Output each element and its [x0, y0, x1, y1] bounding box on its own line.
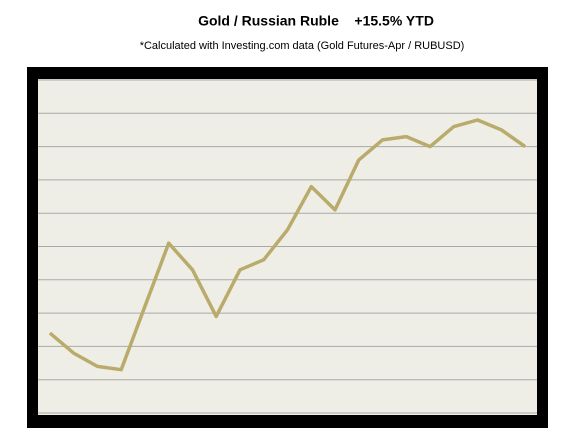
- data-line: [48, 118, 527, 372]
- chart-title: Gold / Russian Ruble +15.5% YTD: [198, 13, 434, 29]
- chart-subtitle: *Calculated with Investing.com data (Gol…: [140, 40, 465, 52]
